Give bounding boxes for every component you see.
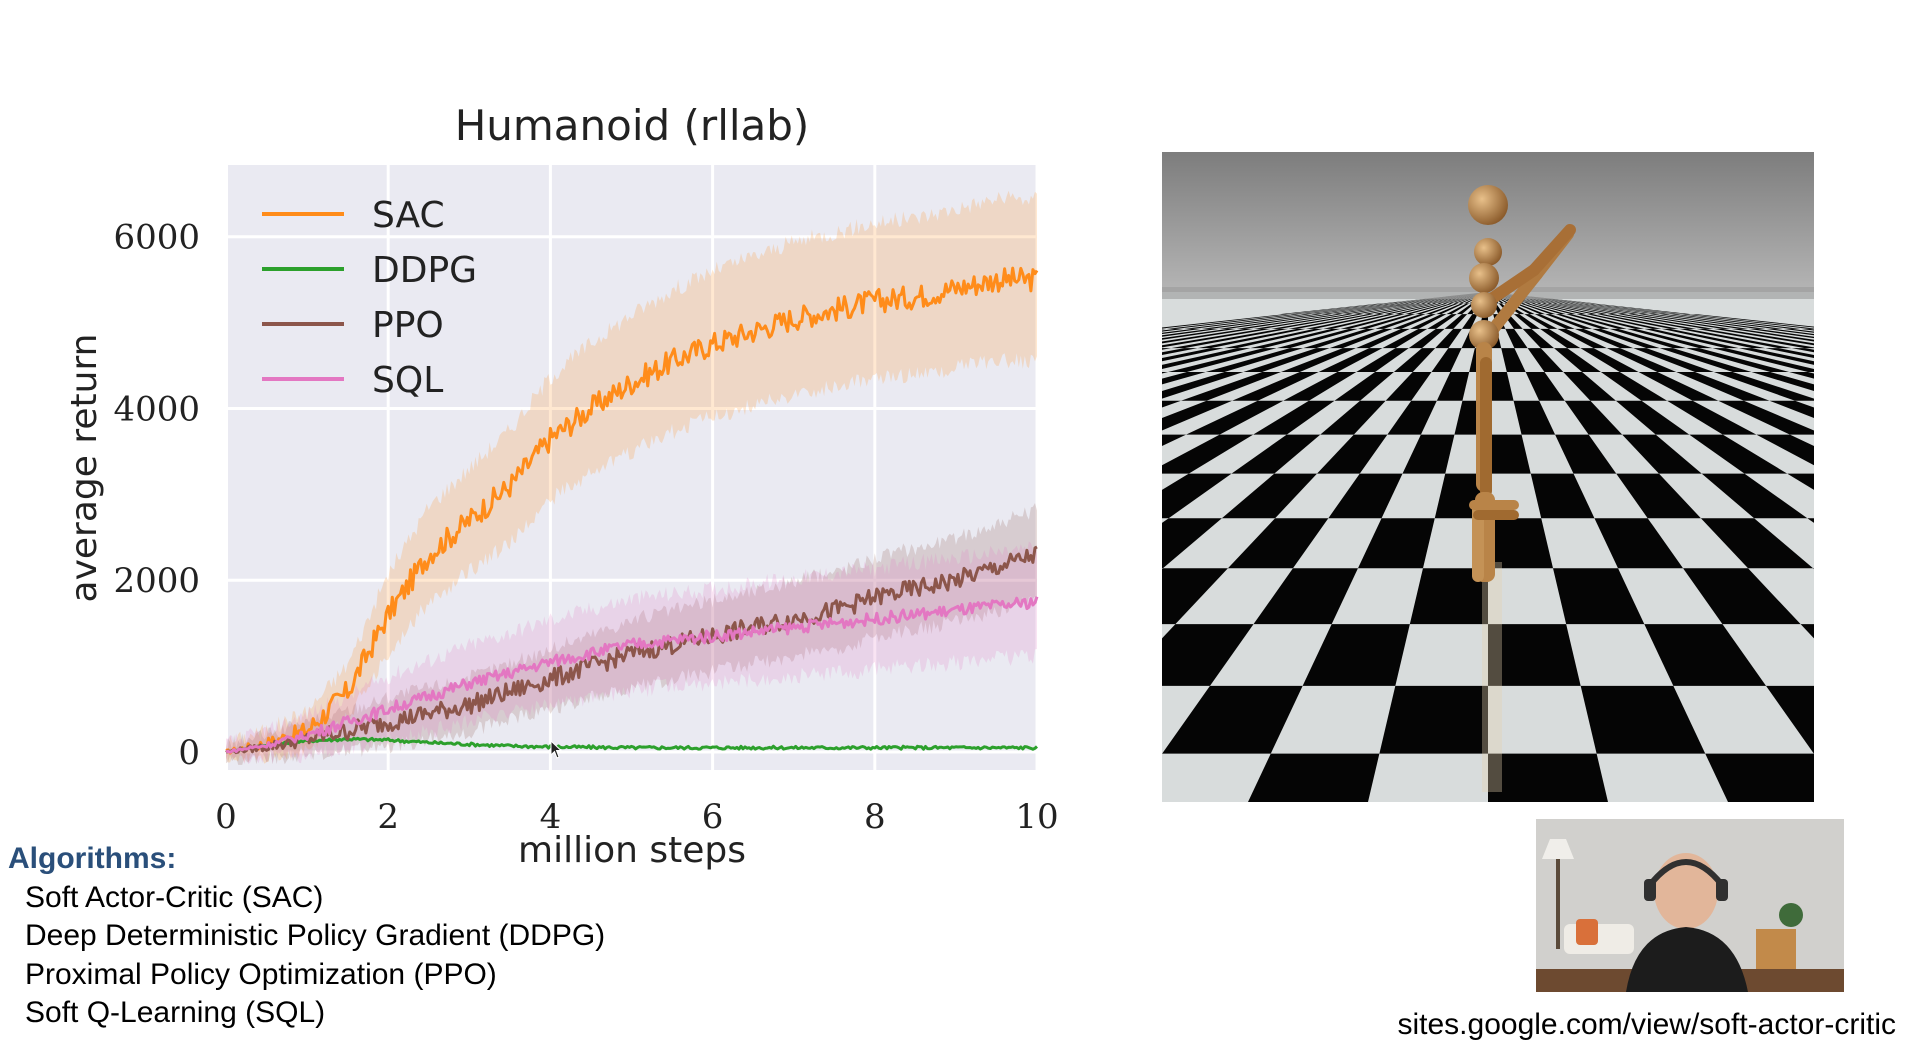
algorithm-item: Soft Actor-Critic (SAC)	[25, 880, 324, 914]
algorithm-item: Proximal Policy Optimization (PPO)	[25, 957, 497, 991]
x-tick-label: 2	[377, 797, 399, 837]
y-tick-label: 6000	[113, 218, 200, 258]
x-tick-label: 10	[1015, 797, 1058, 837]
source-url[interactable]: sites.google.com/view/soft-actor-critic	[1397, 1008, 1897, 1041]
tick-labels: 0 2 4 6 8 10 0 2000 4000 6000	[113, 218, 1058, 837]
series-line-ppo	[225, 545, 1038, 755]
confidence-band-ppo	[226, 503, 1037, 765]
chart-title: Humanoid (rllab)	[455, 101, 810, 150]
chart: 0 2 4 6 8 10 0 2000 4000 6000 Humanoid (rllab) mi…	[64, 101, 1059, 871]
y-tick-label: 2000	[113, 561, 200, 601]
y-tick-label: 0	[178, 733, 200, 773]
humanoid-simulation-image	[1162, 152, 1814, 802]
series-lines	[225, 266, 1039, 755]
algorithms-heading: Algorithms:	[8, 842, 177, 875]
legend-label: DDPG	[372, 250, 477, 291]
legend: SAC DDPG PPO SQL	[262, 195, 477, 401]
series-line-ddpg	[225, 736, 1039, 754]
algorithm-item: Deep Deterministic Policy Gradient (DDPG…	[25, 919, 606, 952]
legend-label: SAC	[372, 195, 445, 236]
series-line-sql	[225, 596, 1039, 754]
algorithm-item: Soft Q-Learning (SQL)	[25, 996, 326, 1029]
legend-label: SQL	[372, 360, 443, 401]
x-tick-label: 6	[702, 797, 724, 837]
x-tick-label: 8	[864, 797, 886, 837]
webcam-presenter-video	[1536, 819, 1844, 992]
algorithms-list: Algorithms: Soft Actor-Critic (SAC) Deep…	[8, 840, 605, 1033]
y-axis-label: average return	[64, 334, 105, 603]
legend-label: PPO	[372, 305, 444, 346]
confidence-band-sac	[226, 190, 1037, 764]
x-axis-label: million steps	[518, 830, 746, 871]
series-line-sac	[225, 266, 1039, 755]
x-tick-label: 4	[540, 797, 562, 837]
y-tick-label: 4000	[113, 389, 200, 429]
plot-area	[228, 165, 1036, 770]
grid	[224, 165, 1039, 770]
humanoid-figure	[1468, 185, 1576, 792]
x-tick-label: 0	[215, 797, 237, 837]
